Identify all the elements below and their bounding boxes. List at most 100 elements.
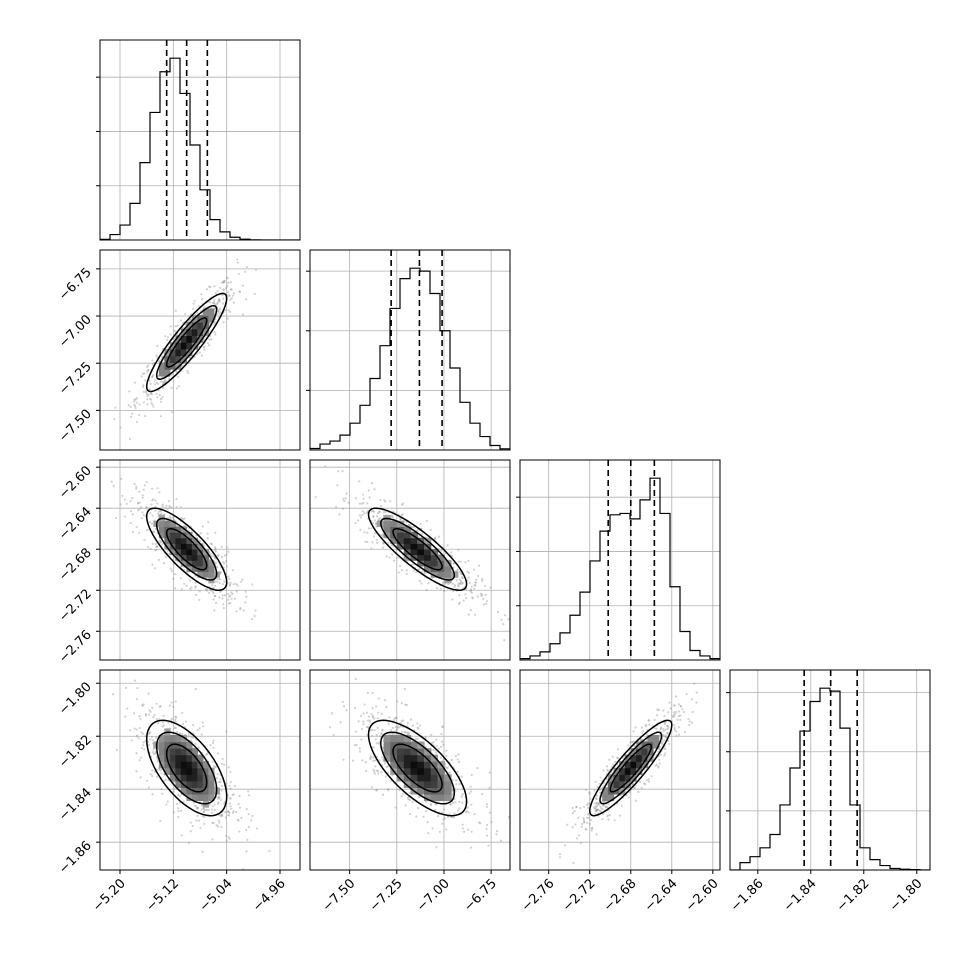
density-cell xyxy=(423,767,432,775)
scatter-point xyxy=(394,726,397,729)
scatter-point xyxy=(212,302,215,305)
scatter-point xyxy=(194,805,198,808)
scatter-point xyxy=(693,682,696,685)
scatter-point xyxy=(661,743,664,746)
scatter-point xyxy=(470,830,473,833)
scatter-point xyxy=(679,718,682,721)
scatter-point xyxy=(209,744,212,747)
scatter-point xyxy=(229,787,232,790)
scatter-point xyxy=(391,726,395,730)
scatter-point xyxy=(196,311,199,315)
scatter-point xyxy=(384,510,387,513)
scatter-point xyxy=(359,714,363,717)
scatter-point xyxy=(373,487,376,491)
scatter-point xyxy=(476,767,479,770)
scatter-point xyxy=(212,821,215,825)
scatter-point xyxy=(375,789,379,792)
density-cell xyxy=(383,734,391,743)
scatter-point xyxy=(169,516,172,519)
scatter-point xyxy=(388,716,391,719)
density-cell xyxy=(175,355,182,363)
scatter-point xyxy=(159,704,162,708)
scatter-point xyxy=(354,677,357,681)
scatter-point xyxy=(217,310,220,313)
scatter-point xyxy=(473,813,476,816)
scatter-point xyxy=(217,796,220,799)
scatter-point xyxy=(363,531,366,534)
scatter-point xyxy=(655,714,659,717)
scatter-point xyxy=(195,819,198,822)
scatter-point xyxy=(436,815,440,818)
density-cell xyxy=(208,315,215,323)
scatter-point xyxy=(219,778,222,781)
scatter-point xyxy=(142,703,145,706)
scatter-point xyxy=(450,551,453,554)
scatter-point xyxy=(446,767,449,770)
scatter-point xyxy=(203,545,206,548)
scatter-point xyxy=(458,807,461,810)
scatter-point xyxy=(149,738,152,741)
scatter-point xyxy=(217,795,220,798)
scatter-point xyxy=(164,506,167,509)
scatter-point xyxy=(147,368,150,372)
scatter-point xyxy=(133,679,136,682)
scatter-point xyxy=(473,613,477,616)
scatter-point xyxy=(376,726,379,729)
scatter-point xyxy=(223,802,226,805)
scatter-point xyxy=(228,837,231,840)
density-cell xyxy=(630,754,637,762)
scatter-point xyxy=(425,589,428,592)
scatter-point xyxy=(151,499,154,502)
scatter-point xyxy=(472,568,476,571)
scatter-point xyxy=(194,688,197,691)
density-cell xyxy=(191,761,198,769)
scatter-point xyxy=(227,813,230,817)
scatter-point xyxy=(564,844,567,847)
scatter-point xyxy=(378,510,381,514)
scatter-point xyxy=(140,375,143,378)
scatter-point xyxy=(380,756,384,759)
contour-line xyxy=(367,719,468,817)
scatter-point xyxy=(354,730,358,733)
density-cell xyxy=(197,774,204,782)
scatter-point xyxy=(168,504,171,508)
density-cell xyxy=(430,774,439,782)
scatter-point xyxy=(151,487,154,490)
scatter-point xyxy=(409,718,413,721)
density-cell xyxy=(186,767,193,775)
scatter-point xyxy=(212,765,215,768)
scatter-point xyxy=(599,787,602,790)
scatter-point xyxy=(431,827,434,830)
scatter-point xyxy=(435,803,438,806)
scatter-point xyxy=(604,805,607,808)
density-cell xyxy=(186,554,193,561)
scatter-point xyxy=(150,392,153,395)
scatter-point xyxy=(168,704,172,707)
scatter-point xyxy=(129,510,133,513)
scatter-point xyxy=(677,726,681,729)
scatter-point xyxy=(423,571,426,575)
scatter-point xyxy=(398,517,402,520)
density-cell xyxy=(175,342,182,350)
scatter-point xyxy=(209,285,212,289)
x-tick-label: −5.20 xyxy=(90,876,129,915)
scatter-point xyxy=(227,593,230,596)
scatter-point xyxy=(435,738,438,742)
scatter-point xyxy=(601,818,604,821)
scatter-point xyxy=(411,800,414,803)
scatter-point xyxy=(150,393,153,396)
scatter-point xyxy=(128,437,132,441)
scatter-point xyxy=(179,506,182,509)
scatter-point xyxy=(160,787,163,791)
scatter-point xyxy=(169,333,172,336)
x-tick-label: −2.68 xyxy=(601,876,640,915)
scatter-point xyxy=(131,513,134,516)
scatter-point xyxy=(384,500,387,503)
scatter-point xyxy=(571,811,574,815)
scatter-point xyxy=(235,610,238,613)
density-cell xyxy=(417,554,425,561)
scatter-point xyxy=(138,501,141,504)
scatter-point xyxy=(228,802,232,805)
scatter-point xyxy=(642,782,646,785)
scatter-point xyxy=(205,288,208,291)
